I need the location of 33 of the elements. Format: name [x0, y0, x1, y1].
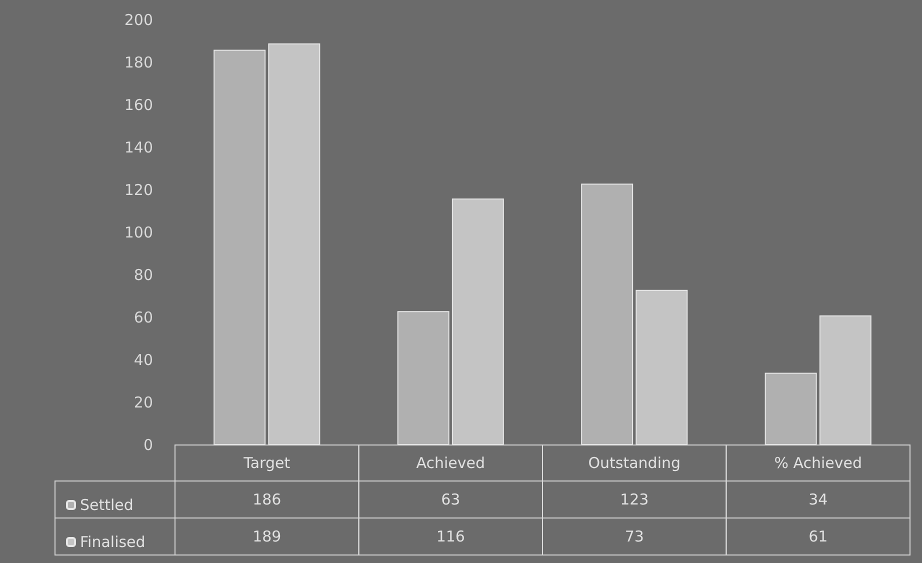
data-label: 189 — [252, 528, 282, 546]
data-label: 34 — [808, 490, 828, 508]
bar — [397, 311, 450, 445]
bar — [581, 184, 634, 445]
y-tick-label: 200 — [124, 11, 153, 29]
y-tick-label: 120 — [124, 181, 153, 199]
y-tick-label: 40 — [134, 351, 153, 369]
y-tick-label: 100 — [124, 224, 153, 242]
data-label: 63 — [441, 490, 460, 508]
data-label: 73 — [624, 528, 644, 546]
x-tick-label: Target — [242, 454, 290, 472]
bar — [452, 198, 504, 445]
bar — [214, 50, 266, 445]
legend-label: Settled — [80, 496, 134, 514]
bar — [764, 372, 817, 445]
data-label: 61 — [808, 528, 828, 546]
y-tick-label: 0 — [143, 436, 153, 454]
x-tick-label: % Achieved — [774, 454, 862, 472]
data-label: 123 — [620, 490, 649, 508]
data-label: 186 — [252, 490, 282, 508]
bar — [819, 315, 872, 445]
y-tick-label: 160 — [124, 96, 153, 114]
y-tick-label: 140 — [124, 138, 153, 156]
bar — [268, 43, 320, 445]
data-label: 116 — [436, 528, 465, 546]
y-tick-label: 80 — [134, 266, 153, 284]
y-tick-label: 20 — [134, 394, 153, 412]
x-tick-label: Outstanding — [588, 454, 681, 472]
x-tick-label: Achieved — [416, 454, 486, 472]
y-tick-label: 180 — [124, 54, 153, 72]
y-tick-label: 60 — [134, 308, 153, 326]
bar — [636, 290, 688, 445]
legend-label: Finalised — [80, 533, 146, 551]
